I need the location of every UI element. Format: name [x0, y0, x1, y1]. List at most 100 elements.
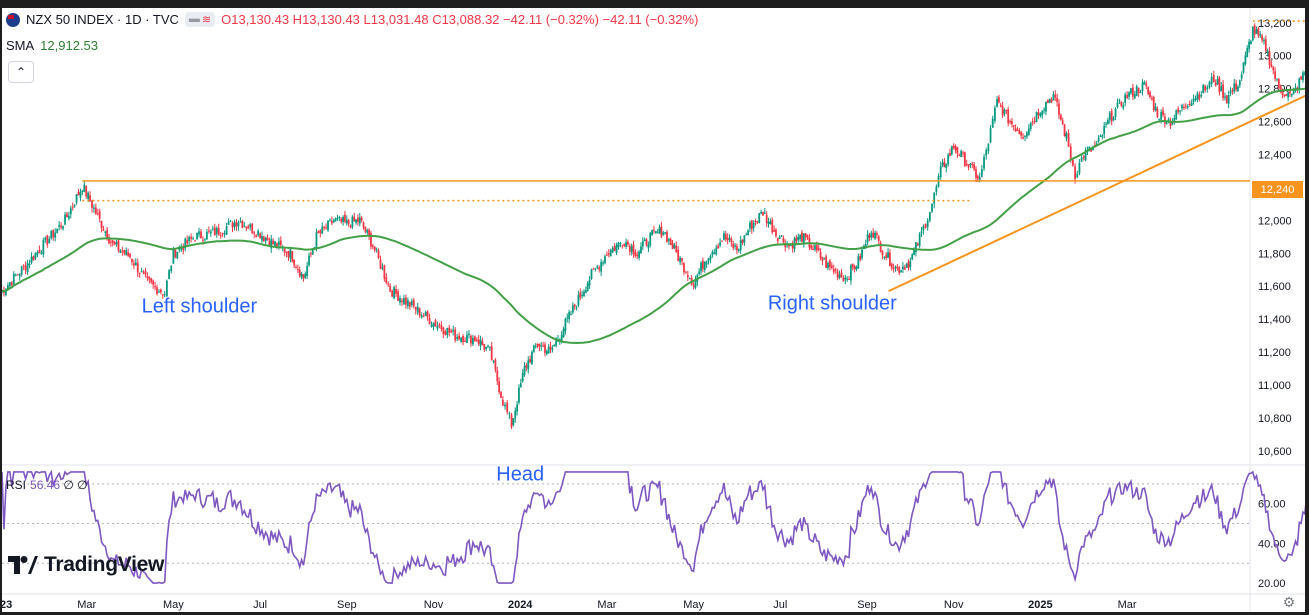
candle-body [844, 277, 847, 280]
candle-body [876, 233, 878, 235]
candle-body [679, 257, 682, 263]
candle-body [568, 311, 571, 320]
candle-body [483, 344, 486, 350]
candle-body [721, 240, 723, 242]
candle-body [344, 214, 346, 222]
x-tick-label: Jul [253, 599, 267, 611]
trendline [888, 94, 1305, 293]
rsi-extra: ∅ ∅ [63, 478, 88, 492]
candle-body [1154, 106, 1157, 111]
candle-body [1231, 90, 1234, 92]
candle-body [943, 161, 946, 168]
candle-body [1298, 78, 1301, 90]
candle-body [89, 195, 91, 202]
candle-body [673, 244, 676, 248]
candle-body [295, 267, 297, 269]
candle-body [750, 220, 753, 230]
candle-body [815, 245, 818, 251]
candle-body [1240, 74, 1243, 79]
candle-body [797, 236, 800, 241]
candle-body [150, 278, 153, 283]
candle-body [969, 163, 972, 166]
candle-body [364, 226, 367, 232]
candle-body [332, 220, 335, 223]
candle-body [351, 216, 354, 227]
candle-body [1233, 83, 1236, 92]
candle-body [450, 330, 453, 333]
symbol-title[interactable]: NZX 50 INDEX · 1D · TVC [26, 12, 179, 27]
candle-body [1158, 118, 1161, 120]
candle-body [606, 254, 608, 256]
candle-body [1264, 39, 1267, 52]
candle-body [1266, 50, 1269, 54]
candle-body [174, 249, 177, 258]
candle-body [330, 220, 333, 224]
market-status-pill[interactable]: ▬ ≋ [184, 12, 216, 27]
candle-body [289, 248, 292, 259]
candle-body [20, 266, 23, 275]
candle-body [302, 274, 305, 279]
candle-body [247, 226, 250, 229]
candle-body [804, 233, 807, 238]
candle-body [1082, 156, 1085, 159]
gear-icon[interactable]: ⚙ [1282, 593, 1296, 610]
candle-body [671, 242, 674, 250]
candle-body [592, 268, 595, 270]
candle-body [965, 163, 968, 165]
candle-body [504, 404, 506, 407]
price-chart[interactable]: 10,600 10,800 11,000 11,200 11,400 11,600 11,8… [2, 8, 1305, 612]
candle-body [741, 239, 744, 243]
candle-body [1196, 93, 1199, 101]
candle-body [1131, 87, 1134, 97]
y-tick-label: 10,600 [1258, 446, 1292, 458]
candle-body [113, 241, 116, 245]
x-tick-label: May [683, 599, 704, 611]
candle-body [769, 221, 772, 225]
candle-body [311, 249, 314, 255]
candle-body [251, 223, 254, 233]
candle-body [77, 192, 80, 196]
candle-body [896, 266, 899, 269]
candle-body [801, 232, 803, 242]
candle-body [987, 143, 990, 152]
candle-body [1177, 108, 1180, 113]
candle-body [829, 260, 831, 267]
x-tick-label: Nov [424, 599, 444, 611]
candle-body [717, 245, 720, 248]
candle-body [707, 258, 710, 262]
symbol-legend[interactable]: NZX 50 INDEX · 1D · TVC ▬ ≋ O13,130.43 H1… [6, 12, 698, 27]
candle-body [1011, 121, 1013, 125]
rsi-legend[interactable]: RSI 56.46 ∅ ∅ [6, 478, 88, 492]
candle-body [1018, 130, 1021, 134]
x-tick-label: Mar [597, 599, 616, 611]
candle-body [926, 220, 929, 227]
tradingview-logo[interactable]: TradingView [8, 553, 164, 577]
candle-body [1192, 98, 1195, 102]
chevron-up-icon: ⌃ [15, 65, 27, 79]
candle-body [93, 207, 95, 209]
candle-body [336, 217, 339, 219]
candle-body [194, 240, 196, 242]
pattern-label: Right shoulder [768, 292, 897, 314]
candle-body [430, 324, 433, 327]
collapse-legend-button[interactable]: ⌃ [8, 61, 34, 83]
candle-body [200, 231, 202, 239]
candle-body [1227, 95, 1230, 104]
candle-body [1248, 41, 1250, 49]
candle-body [291, 251, 294, 262]
candle-body [205, 231, 208, 240]
candle-body [391, 290, 394, 297]
candle-body [999, 104, 1002, 107]
ohlc-values: O13,130.43 H13,130.43 L13,031.48 C13,088… [221, 12, 699, 27]
sma-legend[interactable]: SMA 12,912.53 [6, 38, 98, 53]
candle-body [287, 250, 290, 258]
candle-body [393, 287, 395, 299]
candle-body [632, 244, 635, 255]
candle-body [420, 315, 423, 318]
candle-body [1303, 73, 1305, 75]
candle-body [776, 237, 779, 241]
candle-body [202, 239, 204, 241]
candle-body [549, 346, 552, 350]
candle-body [442, 327, 445, 334]
candle-body [683, 263, 685, 273]
